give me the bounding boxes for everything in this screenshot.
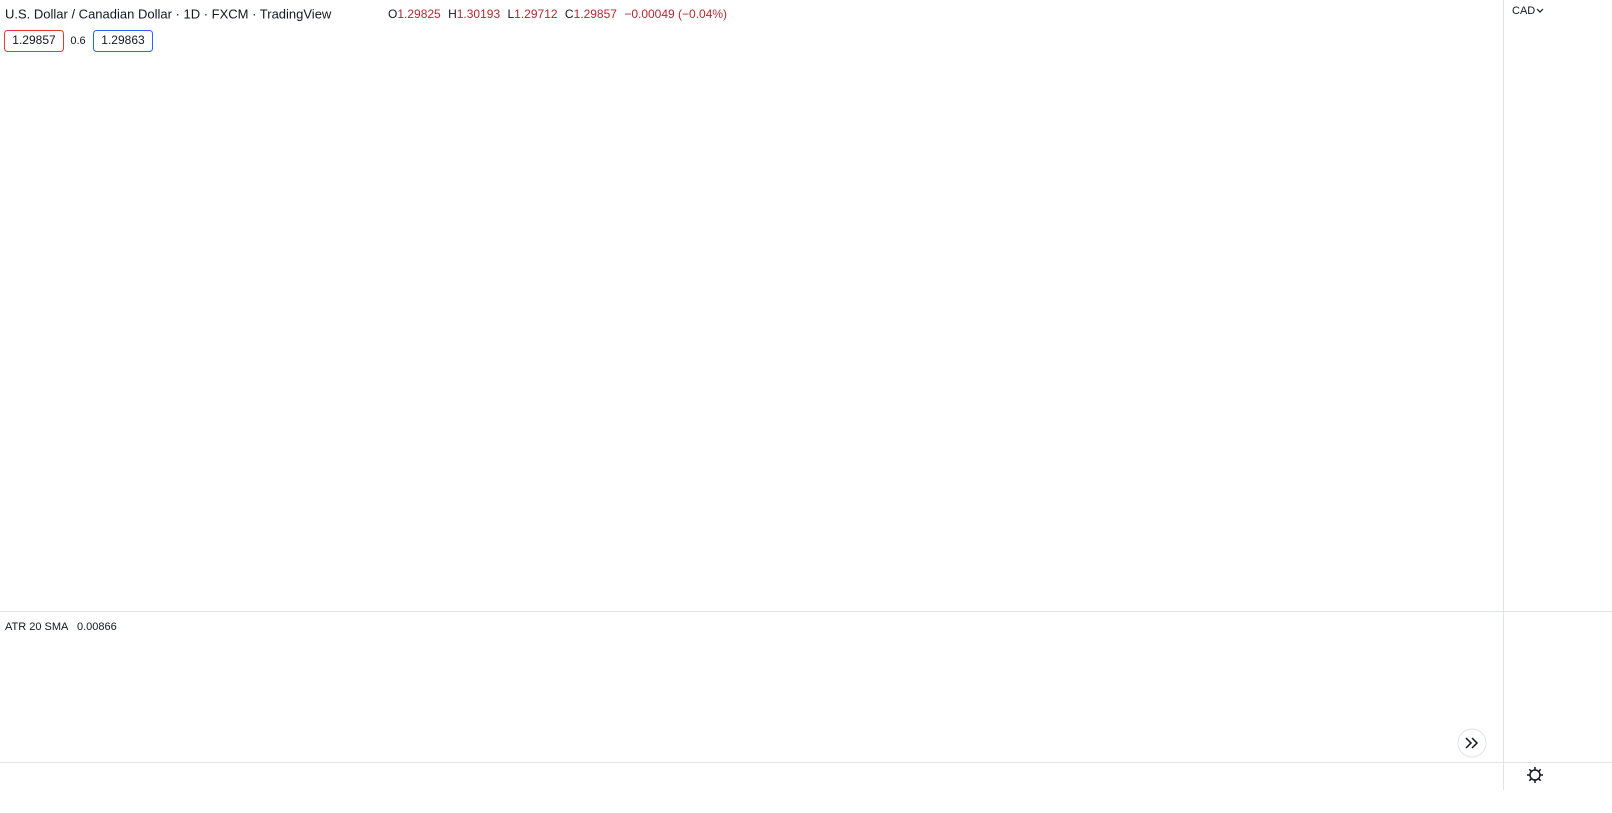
- ohlc-label: H: [448, 7, 457, 21]
- settings-icon[interactable]: [1527, 767, 1543, 783]
- gear-teeth: [1527, 767, 1543, 783]
- symbol-title: U.S. Dollar / Canadian Dollar · 1D · FXC…: [5, 6, 332, 21]
- bid-price: 1.29857: [12, 33, 56, 47]
- ask-box[interactable]: [93, 30, 153, 52]
- currency-label[interactable]: CAD: [1512, 5, 1535, 17]
- ohlc-value: 1.29712: [514, 7, 558, 21]
- ohlc-legend: O1.29825 H1.30193 L1.29712 C1.29857 −0.0…: [388, 7, 727, 21]
- ohlc-value: 1.29857: [574, 7, 618, 21]
- indicator-value: 0.00866: [77, 621, 117, 633]
- ohlc-change: −0.00049 (−0.04%): [624, 7, 727, 21]
- ohlc-label: O: [388, 7, 397, 21]
- ask-price: 1.29863: [101, 33, 145, 47]
- ohlc-value: 1.30193: [457, 7, 501, 21]
- indicator-title: ATR 20 SMA: [5, 621, 69, 633]
- scroll-icon: [1465, 737, 1479, 749]
- currency-chevron: [1536, 8, 1544, 13]
- ohlc-value: 1.29825: [397, 7, 441, 21]
- ohlc-label: C: [565, 7, 574, 21]
- ohlc-label: L: [507, 7, 514, 21]
- label-layer: U.S. Dollar / Canadian Dollar · 1D · FXC…: [0, 0, 1612, 790]
- spread: 0.6: [70, 35, 85, 47]
- bid-box[interactable]: [4, 30, 64, 52]
